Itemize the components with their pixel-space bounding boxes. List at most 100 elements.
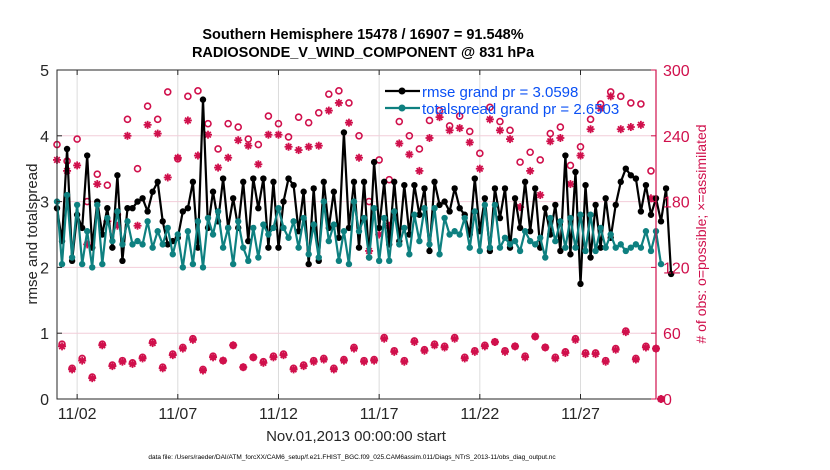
assimilated-obs-marker — [284, 142, 293, 151]
rmse-point — [436, 201, 443, 209]
totalspread-point — [204, 214, 212, 222]
totalspread-point — [647, 247, 655, 255]
rmse-point — [63, 145, 71, 153]
rmse-point — [516, 224, 524, 232]
rmse-point — [280, 198, 287, 205]
assimilated-obs-marker — [239, 363, 248, 372]
possible-obs-marker — [325, 90, 333, 98]
totalspread-point — [617, 241, 624, 248]
rmse-point — [375, 224, 383, 232]
possible-obs-marker — [415, 145, 424, 153]
assimilated-obs-marker — [526, 166, 535, 175]
rmse-point — [255, 204, 262, 212]
totalspread-point — [526, 237, 534, 245]
rmse-point — [456, 204, 463, 212]
assimilated-obs-marker — [380, 334, 389, 343]
rmse-point — [642, 181, 650, 189]
rmse-point — [446, 208, 453, 215]
possible-obs-marker — [153, 115, 162, 124]
rmse-point — [84, 152, 91, 159]
totalspread-point — [476, 247, 484, 255]
assimilated-obs-marker — [118, 357, 127, 366]
assimilated-obs-marker — [657, 395, 666, 403]
totalspread-point — [421, 204, 428, 212]
chart-title-line-2: RADIOSONDE_V_WIND_COMPONENT @ 831 hPa — [192, 45, 535, 61]
assimilated-obs-marker — [319, 355, 328, 364]
totalspread-point — [275, 204, 282, 212]
assimilated-obs-marker — [108, 362, 117, 371]
rmse-point — [557, 247, 564, 255]
assimilated-obs-marker — [440, 343, 449, 352]
y-right-tick-label: 180 — [663, 195, 690, 212]
rmse-point — [345, 224, 353, 232]
assimilated-obs-marker — [299, 362, 308, 371]
assimilated-obs-marker — [143, 120, 152, 129]
rmse-point — [104, 204, 111, 212]
rmse-point — [416, 211, 423, 218]
assimilated-obs-marker — [400, 357, 409, 366]
possible-obs-marker — [224, 119, 232, 128]
assimilated-obs-marker — [183, 116, 192, 125]
rmse-point — [602, 195, 609, 202]
totalspread-point — [290, 218, 297, 225]
totalspread-point — [174, 231, 182, 238]
legend-rmse-label: rmse grand pr = 3.0598 — [422, 84, 578, 101]
totalspread-point — [466, 244, 473, 251]
rmse-point — [179, 208, 187, 215]
rmse-point — [426, 247, 433, 255]
rmse-point — [149, 188, 156, 195]
assimilated-obs-marker — [500, 347, 509, 356]
rmse-point — [290, 181, 297, 189]
assimilated-obs-marker — [309, 357, 318, 366]
totalspread-point — [73, 201, 81, 209]
assimilated-obs-marker — [123, 131, 132, 140]
assimilated-obs-marker — [219, 356, 228, 365]
assimilated-obs-marker — [435, 113, 444, 122]
rmse-point — [370, 158, 378, 166]
y-right-tick-label: 300 — [663, 63, 690, 80]
assimilated-obs-marker — [370, 356, 379, 365]
totalspread-point — [391, 208, 398, 215]
assimilated-obs-marker — [551, 354, 560, 363]
rmse-point — [350, 178, 358, 186]
assimilated-obs-marker — [536, 191, 545, 200]
possible-obs-marker — [73, 135, 81, 143]
assimilated-obs-marker — [531, 332, 540, 341]
y-tick-label: 5 — [40, 63, 49, 80]
rmse-point — [531, 185, 539, 192]
y-axis-right-ticks: 0 60 120 180 240 300 — [651, 63, 690, 409]
totalspread-point — [265, 231, 272, 238]
assimilated-obs-marker — [158, 364, 167, 373]
possible-obs-marker — [496, 117, 504, 126]
assimilated-obs-marker — [355, 153, 364, 162]
totalspread-point — [94, 201, 101, 209]
assimilated-obs-marker — [153, 129, 162, 138]
assimilated-obs-marker — [214, 163, 223, 172]
totalspread-point — [521, 228, 529, 235]
totalspread-point — [396, 241, 403, 248]
possible-obs-marker — [425, 116, 434, 125]
assimilated-obs-marker — [506, 135, 515, 144]
assimilated-obs-marker — [410, 337, 419, 346]
totalspread-point — [501, 234, 509, 241]
assimilated-obs-marker — [641, 343, 650, 352]
assimilated-obs-marker — [601, 357, 610, 366]
assimilated-obs-marker — [168, 351, 177, 360]
assimilated-obs-marker — [455, 124, 464, 133]
possible-obs-marker — [103, 181, 112, 189]
assimilated-obs-marker — [88, 374, 97, 383]
totalspread-point — [456, 231, 463, 238]
possible-obs-marker — [264, 112, 273, 120]
totalspread-point — [245, 257, 252, 265]
totalspread-point — [436, 251, 443, 258]
totalspread-point — [260, 221, 267, 228]
totalspread-point — [229, 260, 237, 268]
assimilated-obs-marker — [425, 133, 434, 142]
possible-obs-marker — [556, 123, 565, 131]
assimilated-obs-marker — [324, 106, 333, 115]
totalspread-point — [567, 214, 574, 222]
totalspread-point — [129, 241, 136, 248]
totalspread-point — [335, 257, 343, 265]
assimilated-obs-marker — [626, 123, 635, 132]
